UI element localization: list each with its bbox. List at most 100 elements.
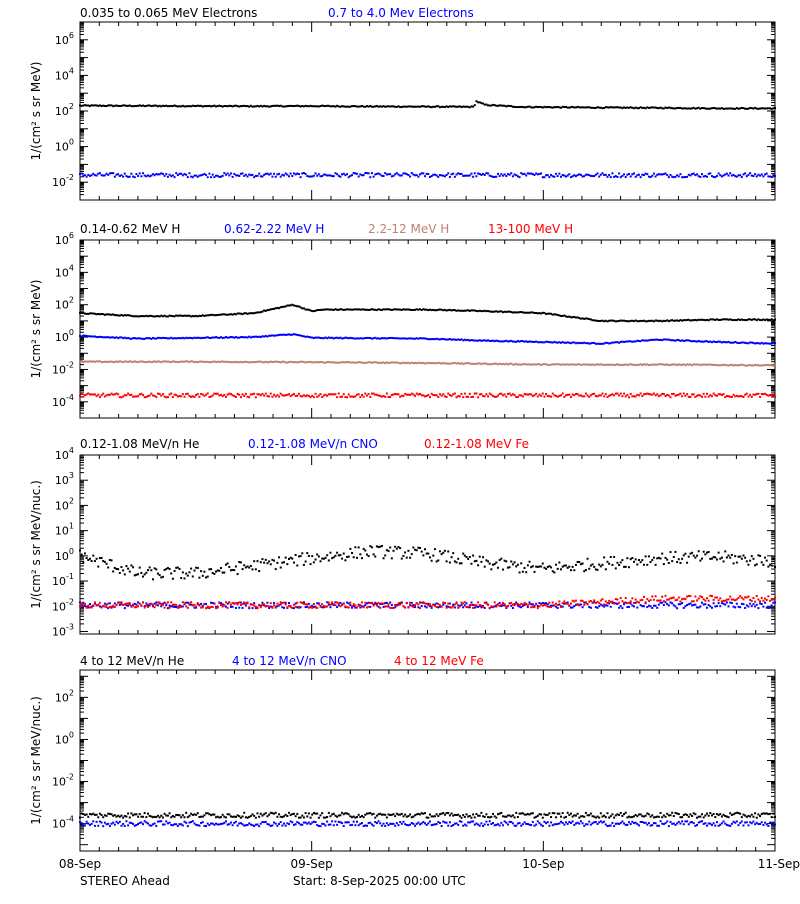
data-point <box>343 393 345 395</box>
data-point <box>424 175 426 177</box>
data-point <box>394 546 396 548</box>
data-point <box>182 393 184 395</box>
data-point <box>495 561 497 563</box>
data-point <box>437 396 439 398</box>
data-point <box>444 602 446 604</box>
data-point <box>698 550 700 552</box>
data-point <box>280 176 282 178</box>
data-point <box>217 605 219 607</box>
data-point <box>739 556 741 558</box>
data-point <box>361 557 363 559</box>
data-point <box>144 607 146 609</box>
data-point <box>774 364 776 366</box>
data-point <box>142 394 144 396</box>
data-point <box>154 606 156 608</box>
data-point <box>696 555 698 557</box>
data-point <box>376 605 378 607</box>
data-point <box>291 607 293 609</box>
data-point <box>329 815 331 817</box>
data-point <box>628 396 630 398</box>
data-point <box>636 607 638 609</box>
data-point <box>346 173 348 175</box>
data-point <box>626 394 628 396</box>
legend-entry: 4 to 12 MeV Fe <box>394 654 484 668</box>
data-point <box>137 573 139 575</box>
series-2 <box>79 333 776 345</box>
data-point <box>97 566 99 568</box>
data-point <box>771 565 773 567</box>
data-point <box>734 555 736 557</box>
data-point <box>616 393 618 395</box>
data-point <box>283 602 285 604</box>
data-point <box>417 176 419 178</box>
series-2 <box>79 172 776 178</box>
data-point <box>283 561 285 563</box>
data-point <box>706 393 708 395</box>
data-point <box>668 562 670 564</box>
data-point <box>142 602 144 604</box>
data-point <box>767 566 769 568</box>
data-point <box>303 564 305 566</box>
data-point <box>537 607 539 609</box>
data-point <box>406 602 408 604</box>
data-point <box>266 562 268 564</box>
y-tick-label: 102 <box>55 296 74 312</box>
data-point <box>603 556 605 558</box>
data-point <box>751 600 753 602</box>
data-point <box>731 554 733 556</box>
series-3 <box>79 360 776 366</box>
data-point <box>134 176 136 178</box>
data-point <box>548 602 550 604</box>
data-point <box>253 393 255 395</box>
data-point <box>162 393 164 395</box>
data-point <box>653 173 655 175</box>
y-axis-label: 1/(cm² s sr MeV) <box>29 280 43 379</box>
data-point <box>242 815 244 817</box>
data-point <box>673 556 675 558</box>
y-tick-label: 100 <box>55 730 74 746</box>
data-point <box>114 606 116 608</box>
data-point <box>625 176 627 178</box>
data-point <box>258 173 260 175</box>
data-point <box>407 607 409 609</box>
data-point <box>139 813 141 815</box>
data-point <box>646 173 648 175</box>
data-point <box>356 173 358 175</box>
y-tick-label: 104 <box>55 446 74 462</box>
data-point <box>605 393 607 395</box>
data-point <box>686 562 688 564</box>
data-point <box>296 395 298 397</box>
data-point <box>140 604 142 606</box>
data-point <box>618 172 620 174</box>
data-point <box>223 605 225 607</box>
data-point <box>306 552 308 554</box>
data-point <box>140 572 142 574</box>
data-point <box>101 557 103 559</box>
data-point <box>696 173 698 175</box>
data-point <box>169 607 171 609</box>
data-point <box>462 553 464 555</box>
data-point <box>255 817 257 819</box>
data-point <box>749 603 751 605</box>
data-point <box>263 395 265 397</box>
data-point <box>674 551 676 553</box>
data-point <box>227 562 229 564</box>
data-point <box>651 559 653 561</box>
data-point <box>562 602 564 604</box>
data-point <box>774 175 776 177</box>
y-tick-label: 100 <box>55 138 74 154</box>
data-point <box>444 550 446 552</box>
data-point <box>369 176 371 178</box>
data-point <box>402 555 404 557</box>
y-tick-label: 102 <box>55 496 74 512</box>
data-point <box>583 395 585 397</box>
data-point <box>203 571 205 573</box>
data-point <box>718 172 720 174</box>
data-point <box>641 599 643 601</box>
data-point <box>79 395 81 397</box>
data-point <box>122 817 124 819</box>
data-point <box>349 602 351 604</box>
data-point <box>726 557 728 559</box>
data-point <box>620 605 622 607</box>
data-point <box>339 176 341 178</box>
